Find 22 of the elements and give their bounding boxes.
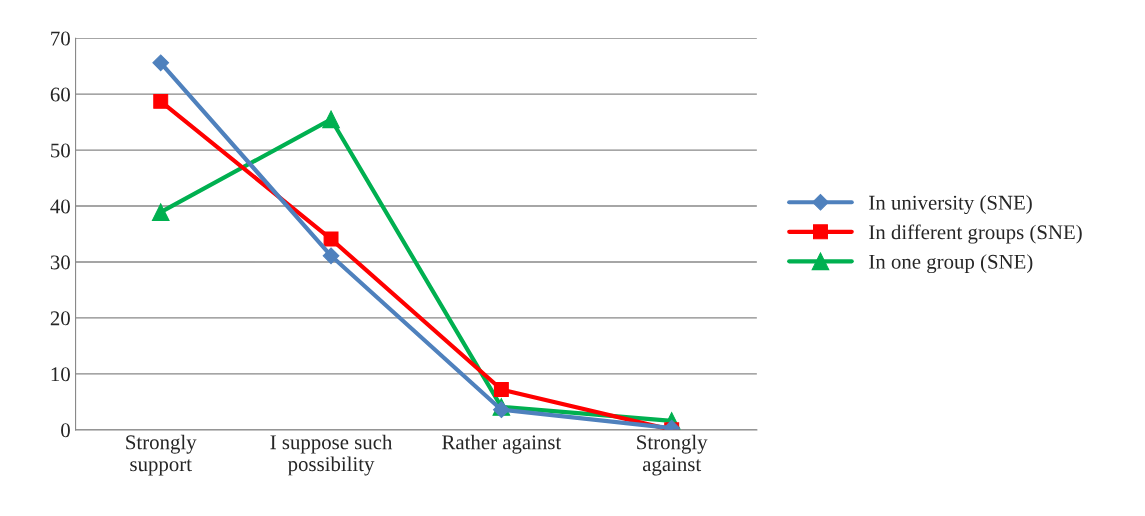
point [151,203,170,222]
y-tick-label: 10 [51,367,70,382]
point [323,231,339,247]
y-tick-label: 20 [50,311,70,326]
y-tick-label: 60 [50,87,70,102]
point [322,247,340,265]
point [152,54,170,72]
y-tick-label: 30 [50,255,70,270]
y-tick-label: 0 [61,423,70,438]
legend-label: In one group (SNE) [869,254,1033,274]
legend-label: In university (SNE) [869,195,1032,215]
x-tick-label: Strongly support [126,434,197,476]
point [493,382,509,398]
x-tick-label: Rather against [442,434,562,454]
x-tick-label: I suppose such possibility [270,434,393,476]
legend-label: In different groups (SNE) [869,224,1082,244]
point [322,110,340,129]
y-tick-label: 50 [51,143,70,158]
y-tick-label: 40 [50,199,70,214]
y-tick-label: 70 [51,31,70,46]
x-tick-label: Strongly against [637,434,708,476]
point [153,93,169,109]
